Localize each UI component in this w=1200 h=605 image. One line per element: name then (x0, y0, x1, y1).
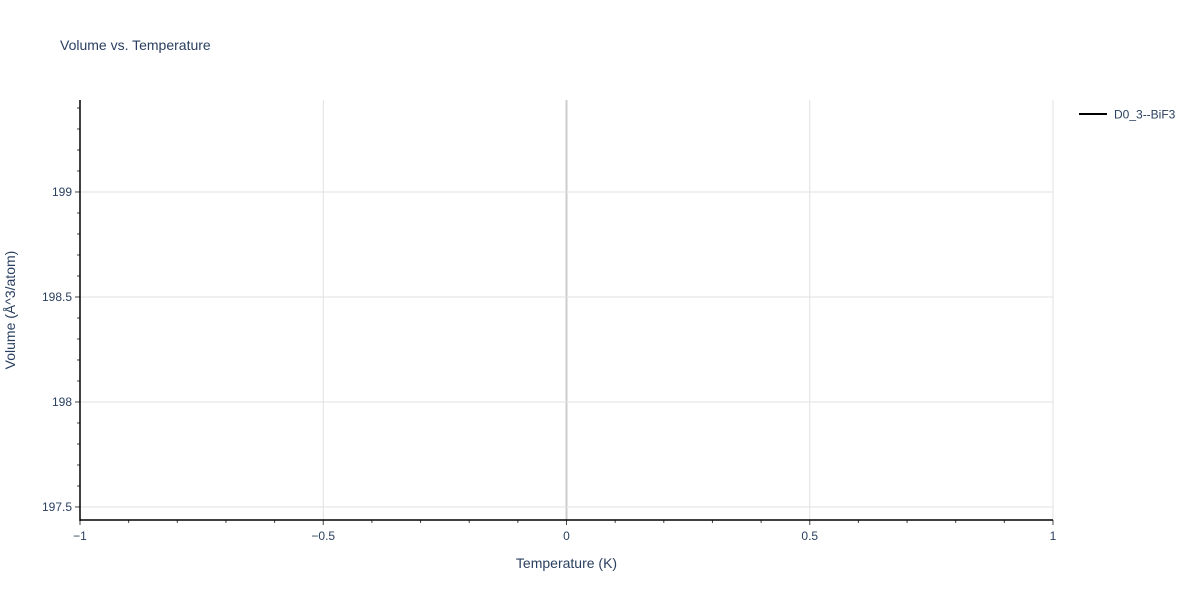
y-tick-label: 198 (52, 395, 72, 409)
x-tick-label: −0.5 (311, 529, 335, 543)
x-tick-label: 0 (563, 529, 570, 543)
legend[interactable]: D0_3--BiF3 (1079, 108, 1176, 122)
x-tick-label: −1 (73, 529, 87, 543)
y-axis-label: Volume (Å^3/atom) (2, 251, 18, 370)
y-tick-label: 198.5 (42, 290, 72, 304)
x-tick-label: 0.5 (801, 529, 818, 543)
chart-title: Volume vs. Temperature (60, 37, 211, 53)
y-tick-label: 199 (52, 185, 72, 199)
axes: −1 −0.5 0 0.5 1 197.5 198 198.5 199 (42, 100, 1057, 543)
grid (80, 100, 1054, 520)
x-axis-label: Temperature (K) (516, 555, 617, 571)
y-tick-label: 197.5 (42, 500, 72, 514)
x-tick-label: 1 (1050, 529, 1057, 543)
legend-label: D0_3--BiF3 (1114, 108, 1176, 122)
